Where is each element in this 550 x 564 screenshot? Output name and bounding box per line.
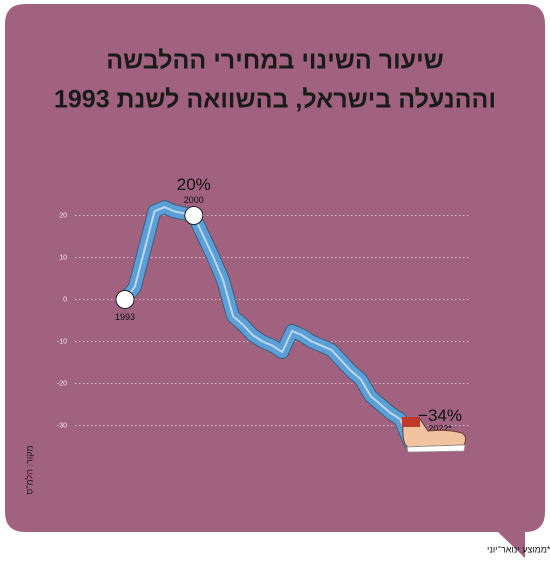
line-highlight	[124, 206, 411, 443]
shoe-icon	[402, 417, 467, 453]
chart-title: שיעור השינוי במחירי ההלבשה	[106, 47, 444, 75]
annotation-sub: 1993	[115, 312, 135, 322]
chart-title: וההנעלה בישראל, בהשוואה לשנת 1993	[54, 86, 496, 114]
y-tick-label: 0	[63, 296, 67, 303]
footnote: *ממוצע ינואר־יוני	[487, 544, 550, 554]
annotation: ‎−34%	[418, 406, 462, 425]
annotation-sub: 2000	[184, 195, 204, 205]
y-tick-label: -30	[57, 422, 67, 429]
y-tick-label: -20	[57, 380, 67, 387]
point	[115, 290, 135, 309]
point	[184, 206, 204, 225]
plot: 20 10 0 -10 -20 -30 20%2000 ‎−34%2022* 1993	[57, 175, 470, 450]
y-tick-label: 10	[59, 254, 67, 261]
y-tick-label: 20	[59, 212, 67, 219]
y-tick-label: -10	[57, 338, 67, 345]
source: מקור: הלמ"ס	[24, 445, 34, 494]
annotation: 20%	[177, 175, 211, 194]
annotation-sub: 2022*	[428, 424, 452, 434]
